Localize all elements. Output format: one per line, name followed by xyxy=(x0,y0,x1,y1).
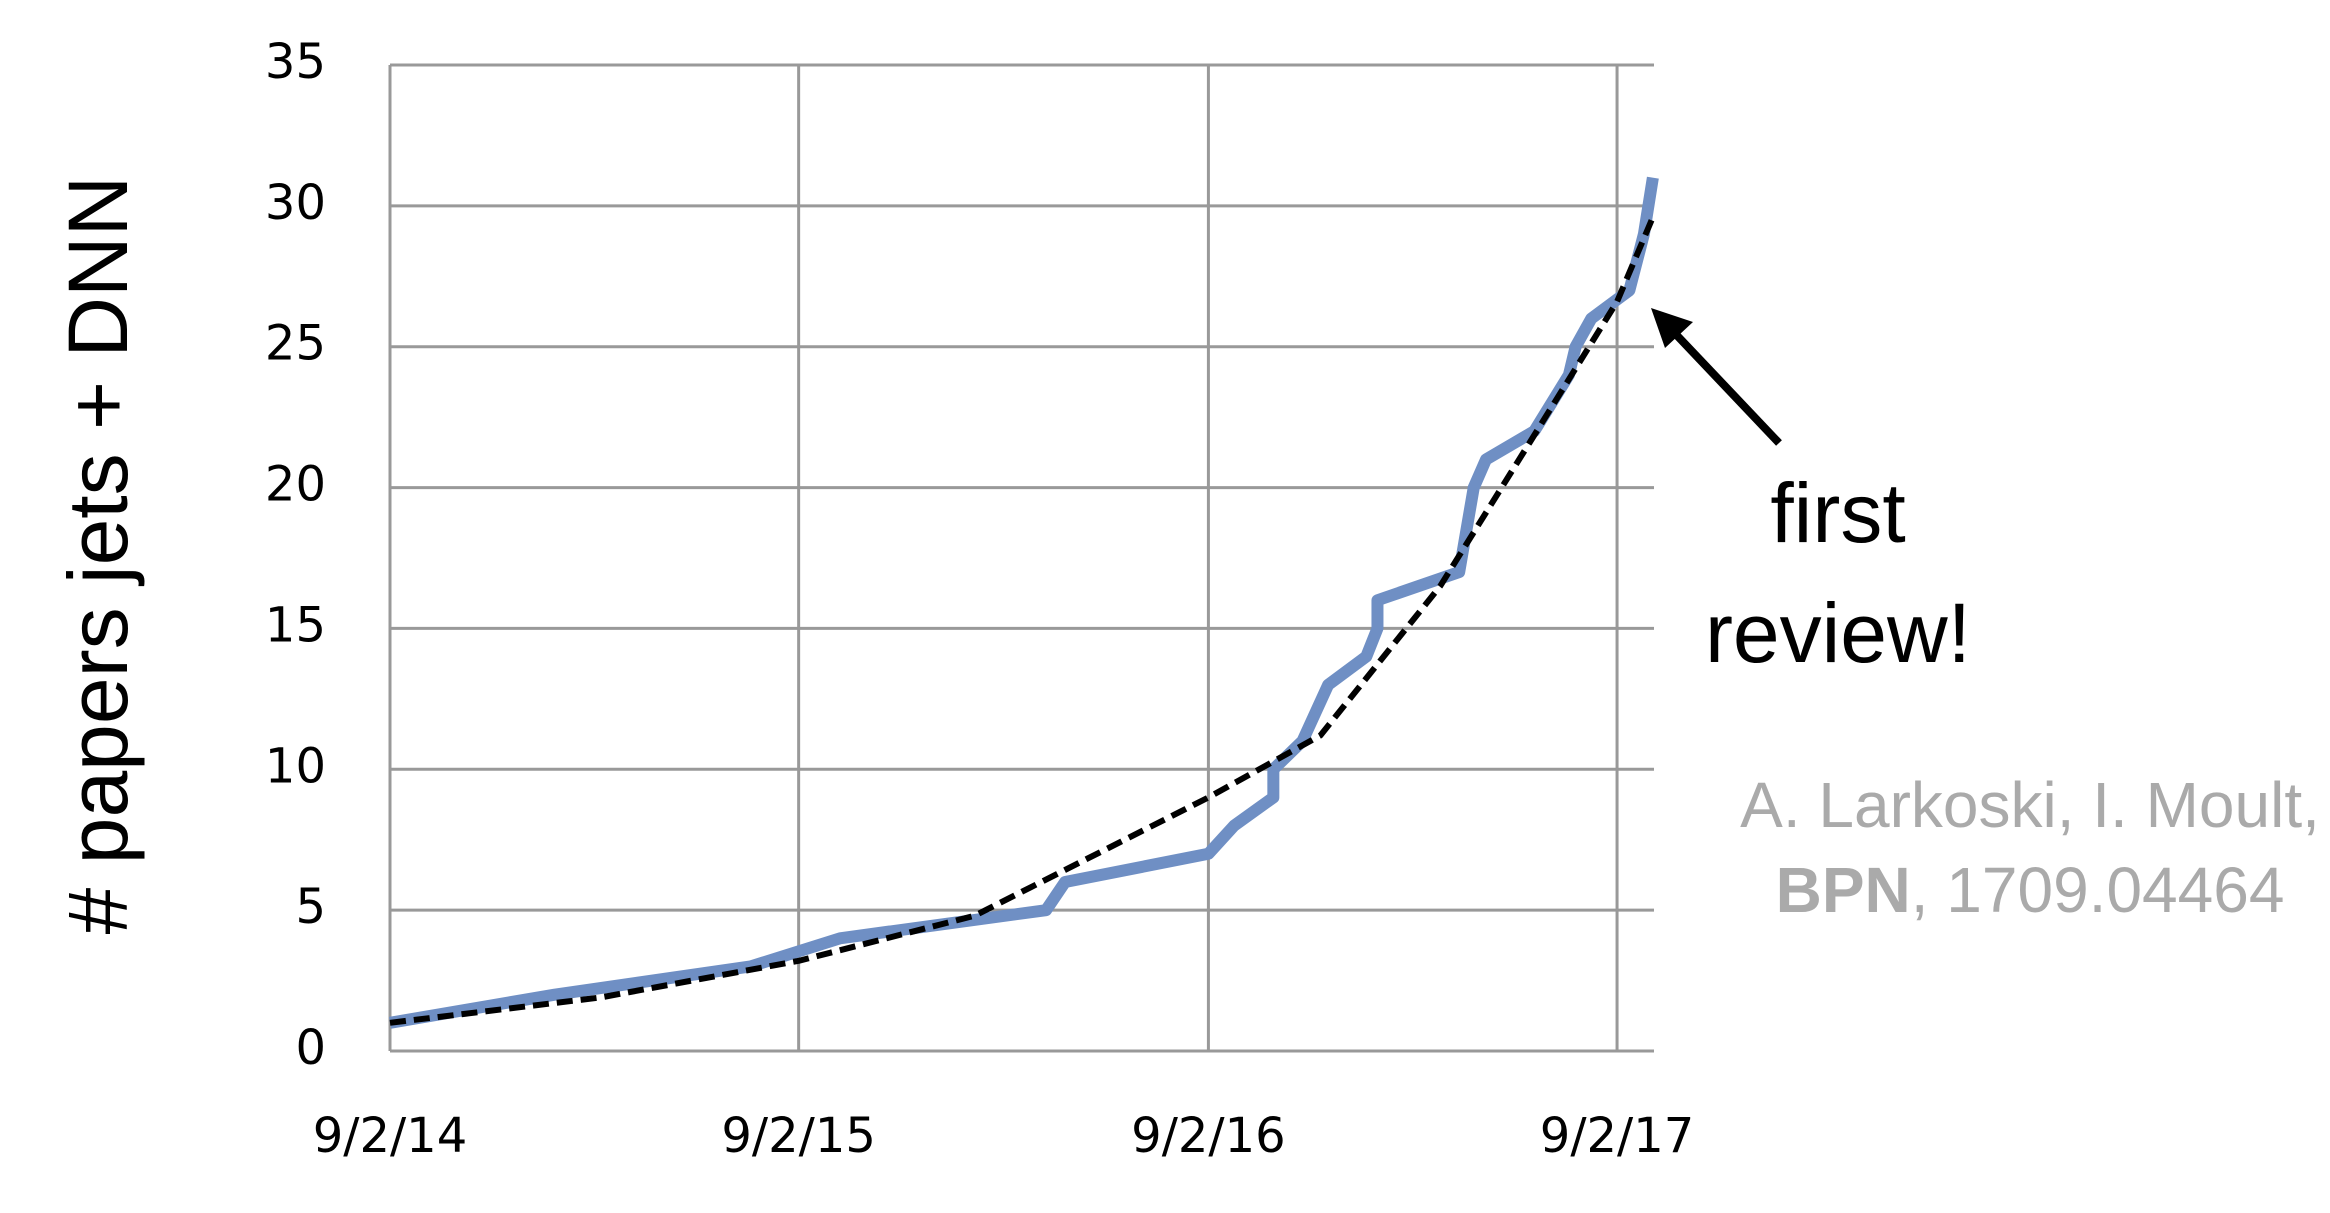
y-tick-label: 5 xyxy=(295,879,326,935)
citation: BPN, 1709.04464 xyxy=(1776,854,2285,926)
annotation: review! xyxy=(1705,586,1971,680)
trend-line xyxy=(389,215,1656,1026)
y-tick-label: 25 xyxy=(265,316,326,372)
y-tick-label: 30 xyxy=(265,175,326,231)
y-tick-label: 35 xyxy=(265,34,326,90)
x-tick-label: 9/2/16 xyxy=(1131,1108,1286,1164)
arrow-head xyxy=(1651,308,1693,348)
x-tick-label: 9/2/17 xyxy=(1540,1108,1695,1164)
y-tick-label: 20 xyxy=(265,457,326,513)
arrow xyxy=(1665,323,1782,446)
y-axis-label: # papers jets + DNN xyxy=(51,176,145,935)
x-tick-label: 9/2/14 xyxy=(313,1108,468,1164)
y-tick-label: 15 xyxy=(265,597,326,653)
annotation: first xyxy=(1770,466,1905,560)
data-line xyxy=(388,176,1659,1029)
x-tick-label: 9/2/15 xyxy=(721,1108,876,1164)
citation-bold: BPN xyxy=(1776,854,1911,926)
citation-authors: A. Larkoski, I. Moult, xyxy=(1740,769,2320,841)
y-tick-label: 10 xyxy=(265,738,326,794)
citation-rest: , 1709.04464 xyxy=(1911,854,2285,926)
y-tick-label: 0 xyxy=(295,1020,326,1076)
